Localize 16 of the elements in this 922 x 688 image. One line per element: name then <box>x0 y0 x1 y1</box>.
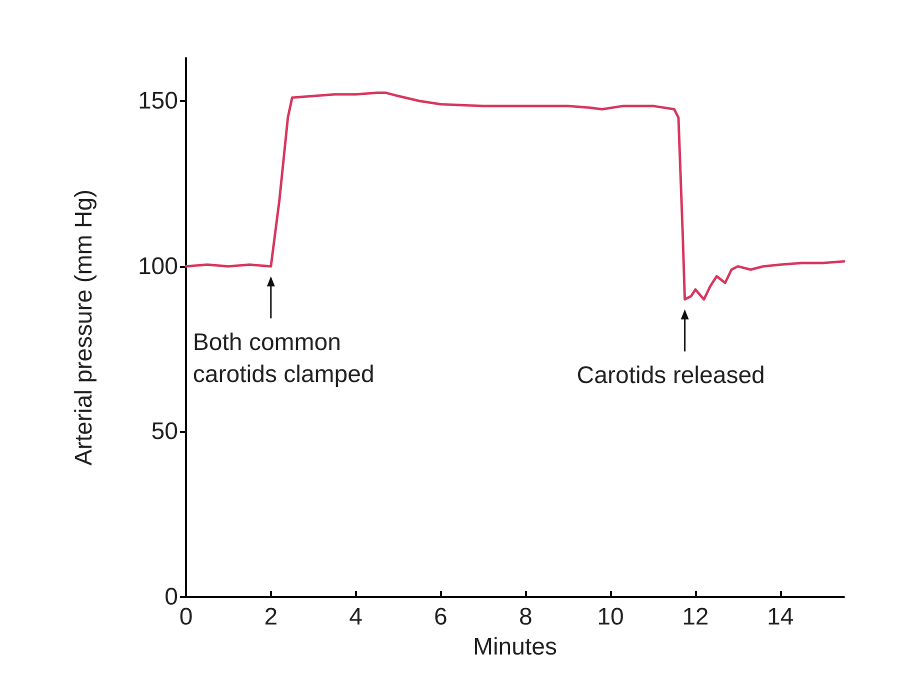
y-tick-label: 50 <box>151 418 178 446</box>
x-tick-label: 4 <box>349 604 362 630</box>
x-tick-label: 6 <box>434 604 448 630</box>
y-tick-label: 150 <box>138 87 178 114</box>
annotation: Carotids released <box>576 362 765 389</box>
y-tick-label: 100 <box>138 252 178 280</box>
x-tick-label: 14 <box>766 604 794 630</box>
y-axis-title: Arterial pressure (mm Hg) <box>70 189 98 466</box>
x-tick-label: 12 <box>682 604 709 630</box>
x-axis-title: Minutes <box>472 634 558 660</box>
x-tick-label: 8 <box>518 604 532 630</box>
annotation: Both common carotids clamped <box>192 328 374 388</box>
x-tick-label: 10 <box>597 604 624 630</box>
y-tick-label: 0 <box>164 584 178 610</box>
line-series <box>184 91 846 301</box>
x-tick-label: 2 <box>264 604 278 630</box>
